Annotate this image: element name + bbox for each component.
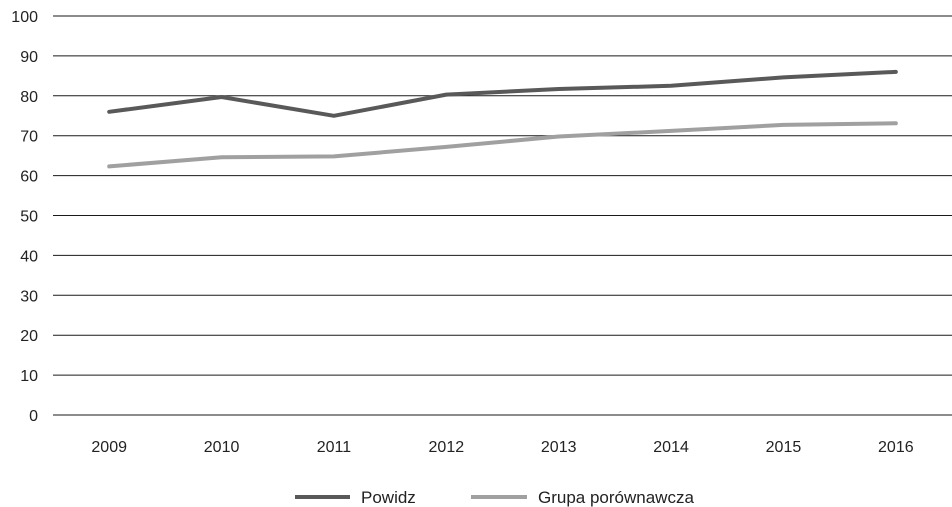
x-tick-label: 2010 (204, 439, 240, 456)
x-tick-label: 2009 (91, 439, 127, 456)
x-axis-tick-labels: 2009 2010 2011 2012 2013 2014 2015 2016 (91, 439, 913, 456)
series-line-1 (107, 121, 898, 169)
y-tick-label: 50 (20, 209, 38, 226)
y-tick-label: 90 (20, 49, 38, 66)
x-tick-label: 2016 (878, 439, 914, 456)
legend-label: Grupa porównawcza (538, 488, 694, 507)
x-tick-label: 2011 (317, 439, 352, 456)
y-tick-label: 30 (20, 288, 38, 305)
series-line-0 (107, 69, 898, 118)
x-tick-label: 2014 (653, 439, 689, 456)
y-tick-label: 10 (20, 368, 38, 385)
legend: Powidz Grupa porównawcza (295, 488, 694, 507)
y-tick-label: 100 (11, 9, 38, 26)
y-tick-label: 80 (20, 89, 38, 106)
y-tick-label: 0 (29, 408, 38, 425)
y-tick-label: 40 (20, 248, 38, 265)
y-tick-label: 70 (20, 129, 38, 146)
x-tick-label: 2012 (429, 439, 465, 456)
x-tick-label: 2013 (541, 439, 577, 456)
y-tick-label: 20 (20, 328, 38, 345)
series-lines (107, 69, 898, 169)
x-tick-label: 2015 (766, 439, 802, 456)
gridlines (53, 15, 952, 416)
y-tick-label: 60 (20, 169, 38, 186)
y-axis-tick-labels: 0 10 20 30 40 50 60 70 80 90 100 (11, 9, 38, 425)
legend-label: Powidz (361, 488, 416, 507)
